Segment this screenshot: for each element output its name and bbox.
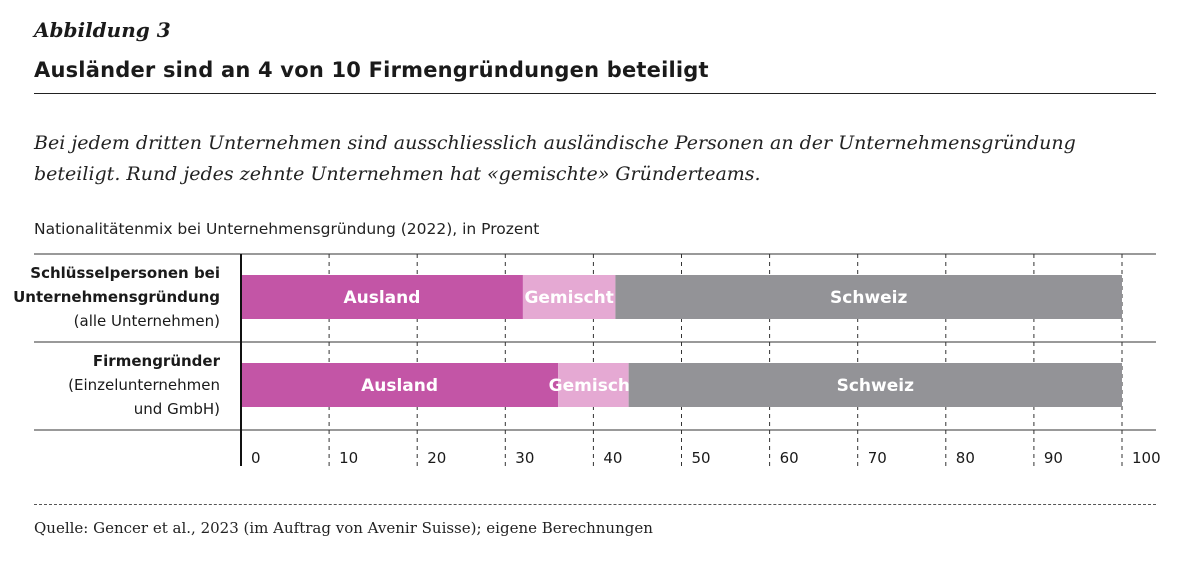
category-label-0-2: (alle Unternehmen): [74, 312, 220, 330]
chart-subtitle: Nationalitätenmix bei Unternehmensgründu…: [34, 220, 540, 238]
tick-label-0: 0: [251, 449, 261, 467]
tick-label-80: 80: [956, 449, 975, 467]
tick-label-90: 90: [1044, 449, 1063, 467]
lead-text: Bei jedem dritten Unternehmen sind aussc…: [34, 132, 1076, 185]
tick-label-40: 40: [603, 449, 622, 467]
bar-schweiz-0: [615, 275, 1122, 319]
source-divider: [34, 504, 1156, 505]
category-label-1-1: (Einzelunternehmen: [68, 376, 220, 394]
bar-ausland-0: [241, 275, 523, 319]
bar-label-ausland-1: Ausland: [361, 376, 438, 396]
tick-label-70: 70: [868, 449, 887, 467]
category-label-1-2: und GmbH): [134, 400, 220, 418]
bar-label-gemischt-1: Gemischt: [549, 376, 638, 396]
tick-label-10: 10: [339, 449, 358, 467]
tick-label-60: 60: [780, 449, 799, 467]
bar-label-ausland-0: Ausland: [343, 288, 420, 308]
title-divider: [34, 93, 1156, 94]
tick-label-30: 30: [515, 449, 534, 467]
figure-label: Abbildung 3: [34, 18, 171, 42]
source-note: Quelle: Gencer et al., 2023 (im Auftrag …: [34, 519, 653, 537]
bar-ausland-1: [241, 363, 559, 407]
tick-label-100: 100: [1132, 449, 1161, 467]
category-label-0-1: Unternehmensgründung: [13, 288, 220, 306]
bar-gemischt-0: [522, 275, 616, 319]
bar-schweiz-1: [628, 363, 1122, 407]
bar-label-schweiz-1: Schweiz: [837, 376, 914, 396]
tick-label-20: 20: [427, 449, 446, 467]
category-label-0-0: Schlüsselpersonen bei: [30, 264, 220, 282]
bar-label-schweiz-0: Schweiz: [830, 288, 907, 308]
chart-title: Ausländer sind an 4 von 10 Firmengründun…: [34, 58, 709, 82]
tick-label-50: 50: [692, 449, 711, 467]
bar-gemischt-1: [558, 363, 629, 407]
bar-label-gemischt-0: Gemischt: [524, 288, 613, 308]
category-label-1-0: Firmengründer: [93, 352, 221, 370]
